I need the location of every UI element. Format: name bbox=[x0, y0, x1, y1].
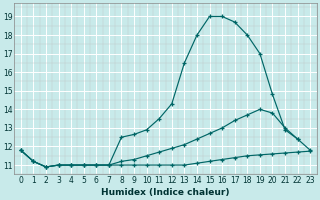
X-axis label: Humidex (Indice chaleur): Humidex (Indice chaleur) bbox=[101, 188, 230, 197]
